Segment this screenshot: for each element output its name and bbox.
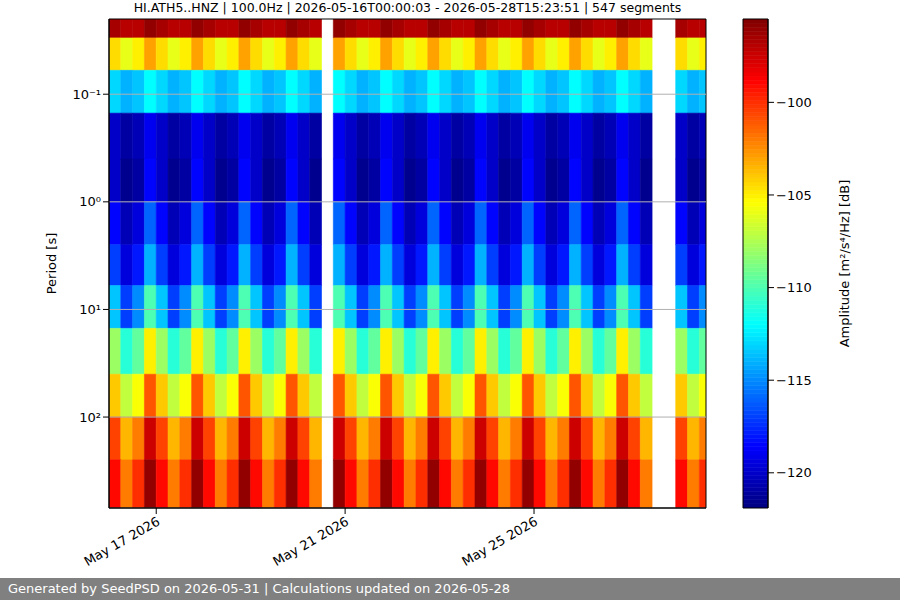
- svg-text:May 17 2026: May 17 2026: [81, 514, 162, 569]
- svg-text:10⁻¹: 10⁻¹: [72, 87, 101, 102]
- html-text:Generated by SeedPSD on 2026-0: Generated by SeedPSD on 2026-05-31 | Cal…: [8, 581, 510, 596]
- svg-text:10¹: 10¹: [79, 302, 101, 317]
- svg-text:10²: 10²: [79, 410, 101, 425]
- svg-text:May 25 2026: May 25 2026: [459, 514, 540, 569]
- svg-text:10⁰: 10⁰: [79, 194, 101, 209]
- svg-text:−115: −115: [776, 373, 812, 388]
- svg-text:−110: −110: [776, 280, 812, 295]
- svg-text:Period [s]: Period [s]: [44, 233, 59, 295]
- svg-text:Amplitude [m²/s⁴/Hz] [dB]: Amplitude [m²/s⁴/Hz] [dB]: [837, 180, 852, 348]
- svg-text:May 21 2026: May 21 2026: [270, 514, 351, 569]
- html-text:HI.ATH5..HNZ | 100.0Hz | 2026-: HI.ATH5..HNZ | 100.0Hz | 2026-05-16T00:0…: [133, 0, 682, 15]
- svg-text:−100: −100: [776, 95, 812, 110]
- svg-text:−120: −120: [776, 465, 812, 480]
- svg-text:−105: −105: [776, 188, 812, 203]
